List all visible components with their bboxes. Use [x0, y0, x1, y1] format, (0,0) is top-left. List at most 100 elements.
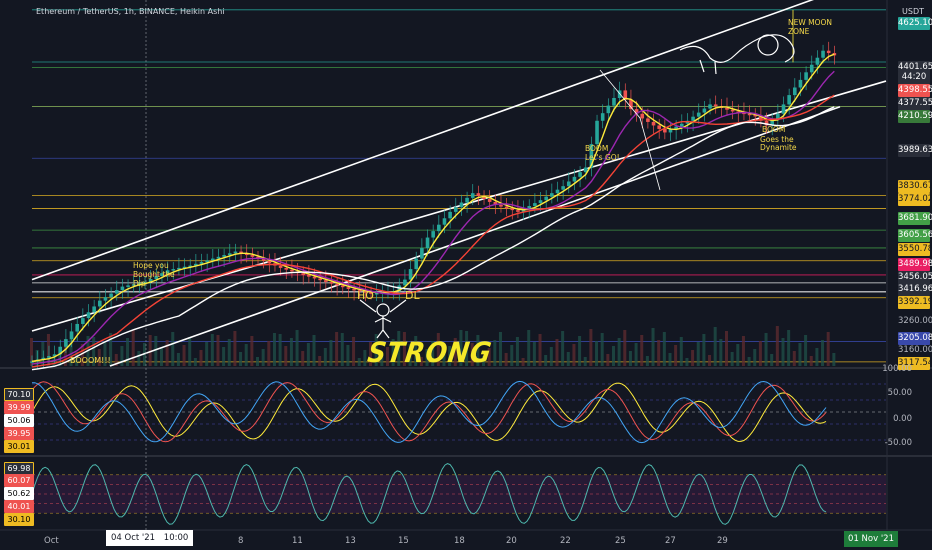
candle-body — [510, 208, 515, 211]
volume-bar — [826, 332, 830, 366]
volume-bar — [267, 341, 271, 366]
candle-body — [126, 285, 130, 287]
volume-bar — [798, 343, 802, 366]
volume-bar — [397, 331, 401, 366]
price-tag: 4210.59 — [898, 110, 932, 123]
volume-bar — [685, 358, 689, 366]
volume-bar — [323, 348, 327, 366]
candle-body — [764, 120, 769, 126]
candle-body — [493, 201, 498, 205]
volume-bar — [764, 333, 768, 366]
volume-bar — [205, 342, 209, 366]
price-tag: 3605.56 — [898, 229, 932, 242]
candle-body — [188, 265, 193, 268]
volume-bar — [775, 326, 779, 366]
candle-body — [798, 79, 803, 88]
volume-bar — [662, 332, 666, 366]
candle-body — [691, 116, 695, 121]
volume-bar — [448, 346, 452, 366]
candle-body — [516, 210, 520, 212]
candle-body — [222, 255, 226, 257]
volume-bar — [46, 334, 50, 366]
osc1-scale-label: -50.00 — [884, 438, 912, 448]
volume-bar — [284, 346, 288, 366]
volume-bar — [515, 337, 519, 366]
candle-body — [583, 167, 588, 173]
volume-bar — [75, 352, 79, 366]
volume-bar — [645, 356, 649, 366]
candle-body — [561, 186, 565, 190]
candle-body — [634, 109, 639, 114]
candle-body — [465, 197, 469, 203]
candle-body — [194, 263, 198, 266]
price-tag: 3260.00 — [898, 316, 932, 326]
candle-body — [815, 57, 820, 65]
volume-bar — [595, 341, 599, 366]
volume-bar — [566, 352, 570, 366]
candle-body — [578, 172, 582, 177]
candle-body — [425, 237, 430, 249]
candle-body — [753, 114, 758, 117]
volume-bar — [487, 348, 491, 366]
volume-bar — [148, 335, 152, 366]
time-tick: 20 — [506, 536, 517, 546]
candle-body — [550, 193, 554, 197]
volume-bar — [425, 349, 429, 366]
volume-bar — [250, 336, 254, 366]
candle-body — [318, 278, 322, 281]
volume-bar — [363, 350, 367, 366]
candle-body — [600, 113, 605, 121]
volume-bar — [674, 345, 678, 366]
volume-bar — [719, 339, 723, 366]
volume-bar — [369, 342, 373, 366]
candle-body — [595, 120, 599, 145]
price-tag: 3489.98 — [898, 258, 932, 271]
volume-bar — [498, 332, 502, 366]
candle-body — [199, 262, 204, 264]
annotation-zone: ZONE — [788, 27, 810, 36]
candle-body — [114, 290, 119, 294]
candle-body — [663, 128, 667, 133]
volume-bar — [182, 345, 186, 366]
volume-bar — [227, 339, 231, 366]
volume-bar — [713, 327, 717, 366]
volume-bar — [549, 347, 553, 366]
candle-body — [352, 288, 356, 291]
volume-bar — [628, 351, 632, 366]
candle-body — [431, 231, 435, 238]
candle-body — [538, 200, 543, 204]
candle-body — [809, 64, 814, 73]
candle-body — [420, 248, 424, 259]
volume-bar — [63, 339, 67, 366]
volume-bar — [668, 353, 672, 366]
candle-body — [770, 119, 774, 126]
volume-bar — [436, 333, 440, 366]
candle-body — [278, 265, 283, 268]
volume-bar — [504, 353, 508, 366]
price-tag: 44:20 — [898, 71, 930, 84]
candle-body — [403, 279, 407, 286]
candle-body — [103, 297, 108, 301]
price-tag: 3681.90 — [898, 212, 932, 225]
candle-body — [747, 113, 752, 116]
volume-bar — [318, 356, 322, 366]
volume-bar — [357, 358, 361, 366]
volume-bar — [35, 350, 39, 366]
moving-average-line — [31, 70, 835, 365]
trend-line — [599, 69, 661, 191]
candle-body — [759, 116, 763, 121]
annotation-hope3: Dip — [133, 279, 146, 288]
volume-bar — [159, 348, 163, 366]
candle-body — [301, 273, 306, 275]
price-tag: 3416.96 — [898, 283, 932, 296]
candle-body — [52, 354, 57, 357]
candle-body — [160, 273, 164, 277]
volume-bar — [374, 334, 378, 366]
volume-bar — [809, 356, 813, 366]
candle-body — [504, 206, 509, 209]
doodle-circle — [757, 34, 779, 56]
price-tag: 3392.19 — [898, 296, 932, 309]
candle-body — [329, 281, 334, 284]
moving-average-line — [31, 106, 835, 371]
